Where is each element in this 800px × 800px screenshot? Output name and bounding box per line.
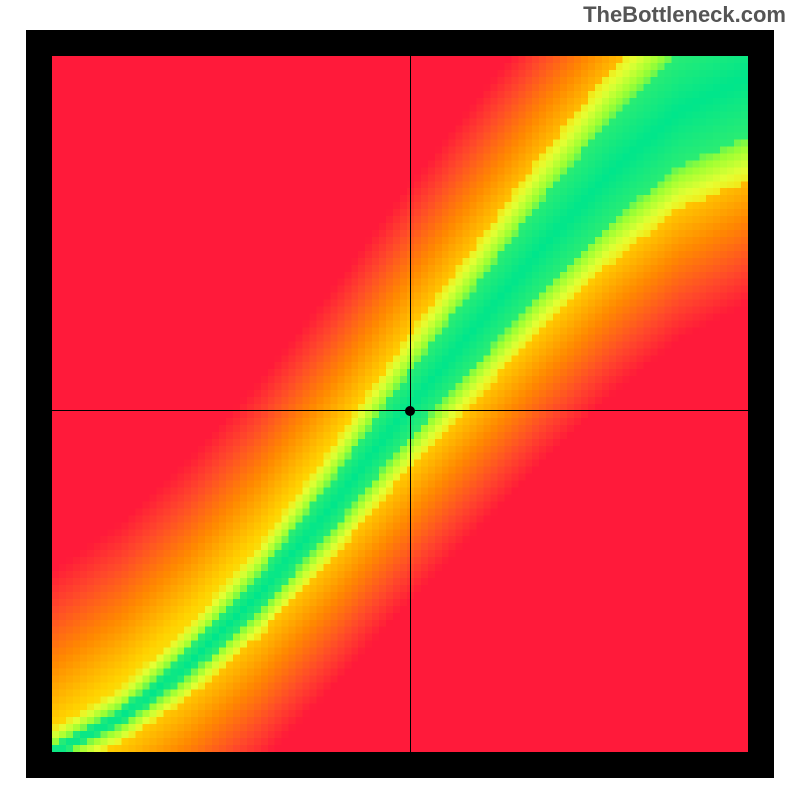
heatmap-frame (26, 30, 774, 778)
watermark-text: TheBottleneck.com (583, 2, 786, 28)
heatmap-canvas (52, 56, 748, 752)
crosshair-horizontal (52, 410, 748, 411)
crosshair-vertical (410, 56, 411, 752)
chart-container: TheBottleneck.com (0, 0, 800, 800)
crosshair-point (405, 406, 415, 416)
